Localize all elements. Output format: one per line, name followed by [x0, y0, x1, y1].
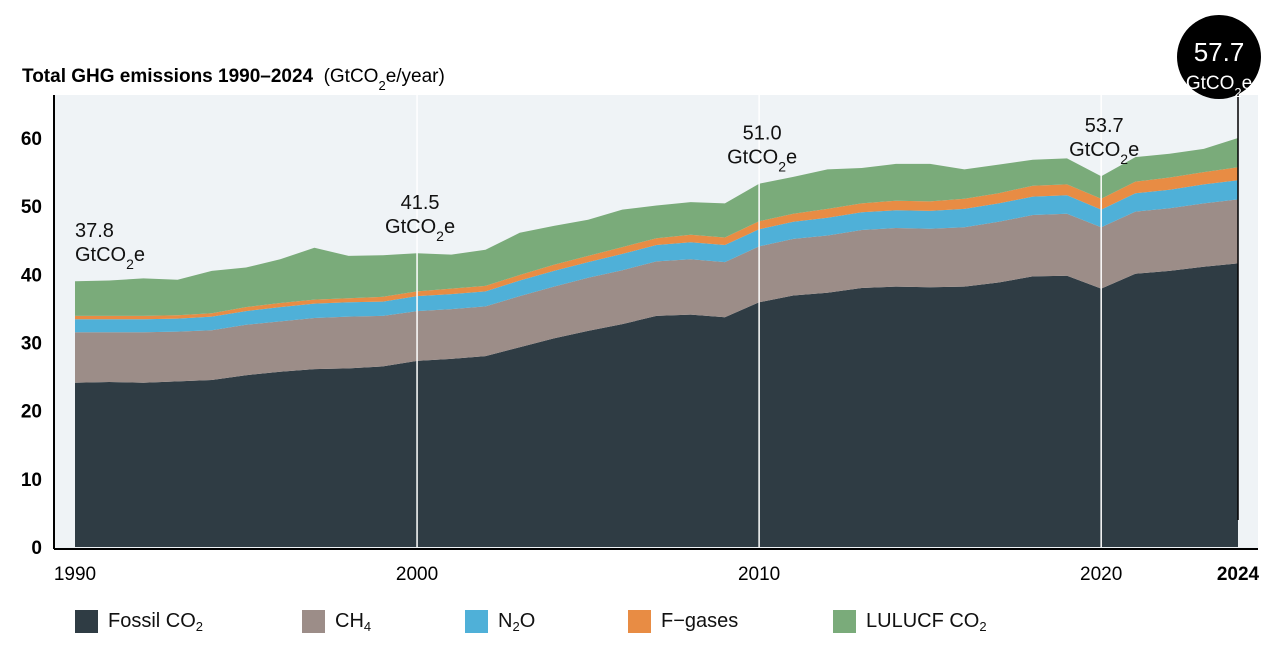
legend-swatch — [833, 610, 856, 633]
y-tick-label: 0 — [31, 538, 42, 559]
annotation-value: 51.0 — [743, 123, 782, 145]
legend-item: N2O — [465, 610, 535, 633]
x-tick-label: 2024 — [1217, 564, 1260, 585]
annotation-unit: GtCO2e — [75, 244, 145, 272]
highlight-2024: 57.7 GtCO2e — [1177, 15, 1261, 520]
y-tick-label: 60 — [21, 129, 42, 150]
legend-label: CH4 — [335, 610, 372, 634]
highlight-unit: GtCO2e — [1186, 73, 1252, 100]
annotation-value: 37.8 — [75, 220, 114, 242]
annotation-unit: GtCO2e — [385, 216, 455, 244]
x-tick-label: 1990 — [54, 564, 96, 585]
area-f-gases — [75, 167, 1238, 320]
x-tick-label: 2010 — [738, 564, 780, 585]
legend-swatch — [75, 610, 98, 633]
legend-item: F−gases — [628, 610, 738, 633]
area-n-o — [75, 180, 1238, 333]
x-tick-label: 2000 — [396, 564, 438, 585]
legend: Fossil CO2 CH4 N2O F−gases LULUCF CO2 — [0, 610, 1288, 640]
legend-label: LULUCF CO2 — [866, 610, 987, 634]
legend-swatch — [465, 610, 488, 633]
area-ch- — [75, 199, 1238, 383]
x-tick-label: 2020 — [1080, 564, 1122, 585]
y-tick-label: 10 — [21, 470, 42, 491]
y-tick-label: 50 — [21, 197, 42, 218]
area-fossil-co- — [75, 263, 1238, 547]
decade-gridlines — [416, 95, 1102, 547]
highlight-value: 57.7 — [1194, 37, 1245, 67]
x-axis: 1990 2000 2010 2020 2024 — [54, 548, 1260, 585]
annotation-value: 53.7 — [1085, 115, 1124, 137]
legend-item: Fossil CO2 — [75, 610, 203, 633]
annotation-unit: GtCO2e — [727, 147, 797, 175]
legend-label: F−gases — [661, 610, 739, 632]
annotation-value: 41.5 — [401, 192, 440, 214]
y-tick-label: 40 — [21, 265, 42, 286]
legend-label: N2O — [498, 610, 536, 634]
legend-swatch — [628, 610, 651, 633]
legend-item: CH4 — [302, 610, 371, 633]
y-tick-label: 30 — [21, 334, 42, 355]
y-tick-label: 20 — [21, 402, 42, 423]
annotation-unit: GtCO2e — [1069, 139, 1139, 167]
chart-title-text: Total GHG emissions 1990–2024 — [22, 66, 314, 87]
y-axis: 0 10 20 30 40 50 60 — [21, 95, 55, 559]
legend-item: LULUCF CO2 — [833, 610, 987, 633]
highlight-bubble — [1177, 15, 1261, 99]
area-layers — [75, 138, 1238, 547]
chart-title-unit: (GtCO2e/year) — [324, 66, 445, 93]
legend-label: Fossil CO2 — [108, 610, 204, 634]
area-lulucf-co- — [75, 138, 1238, 316]
legend-swatch — [302, 610, 325, 633]
chart-title: Total GHG emissions 1990–2024 (GtCO2e/ye… — [22, 66, 445, 93]
